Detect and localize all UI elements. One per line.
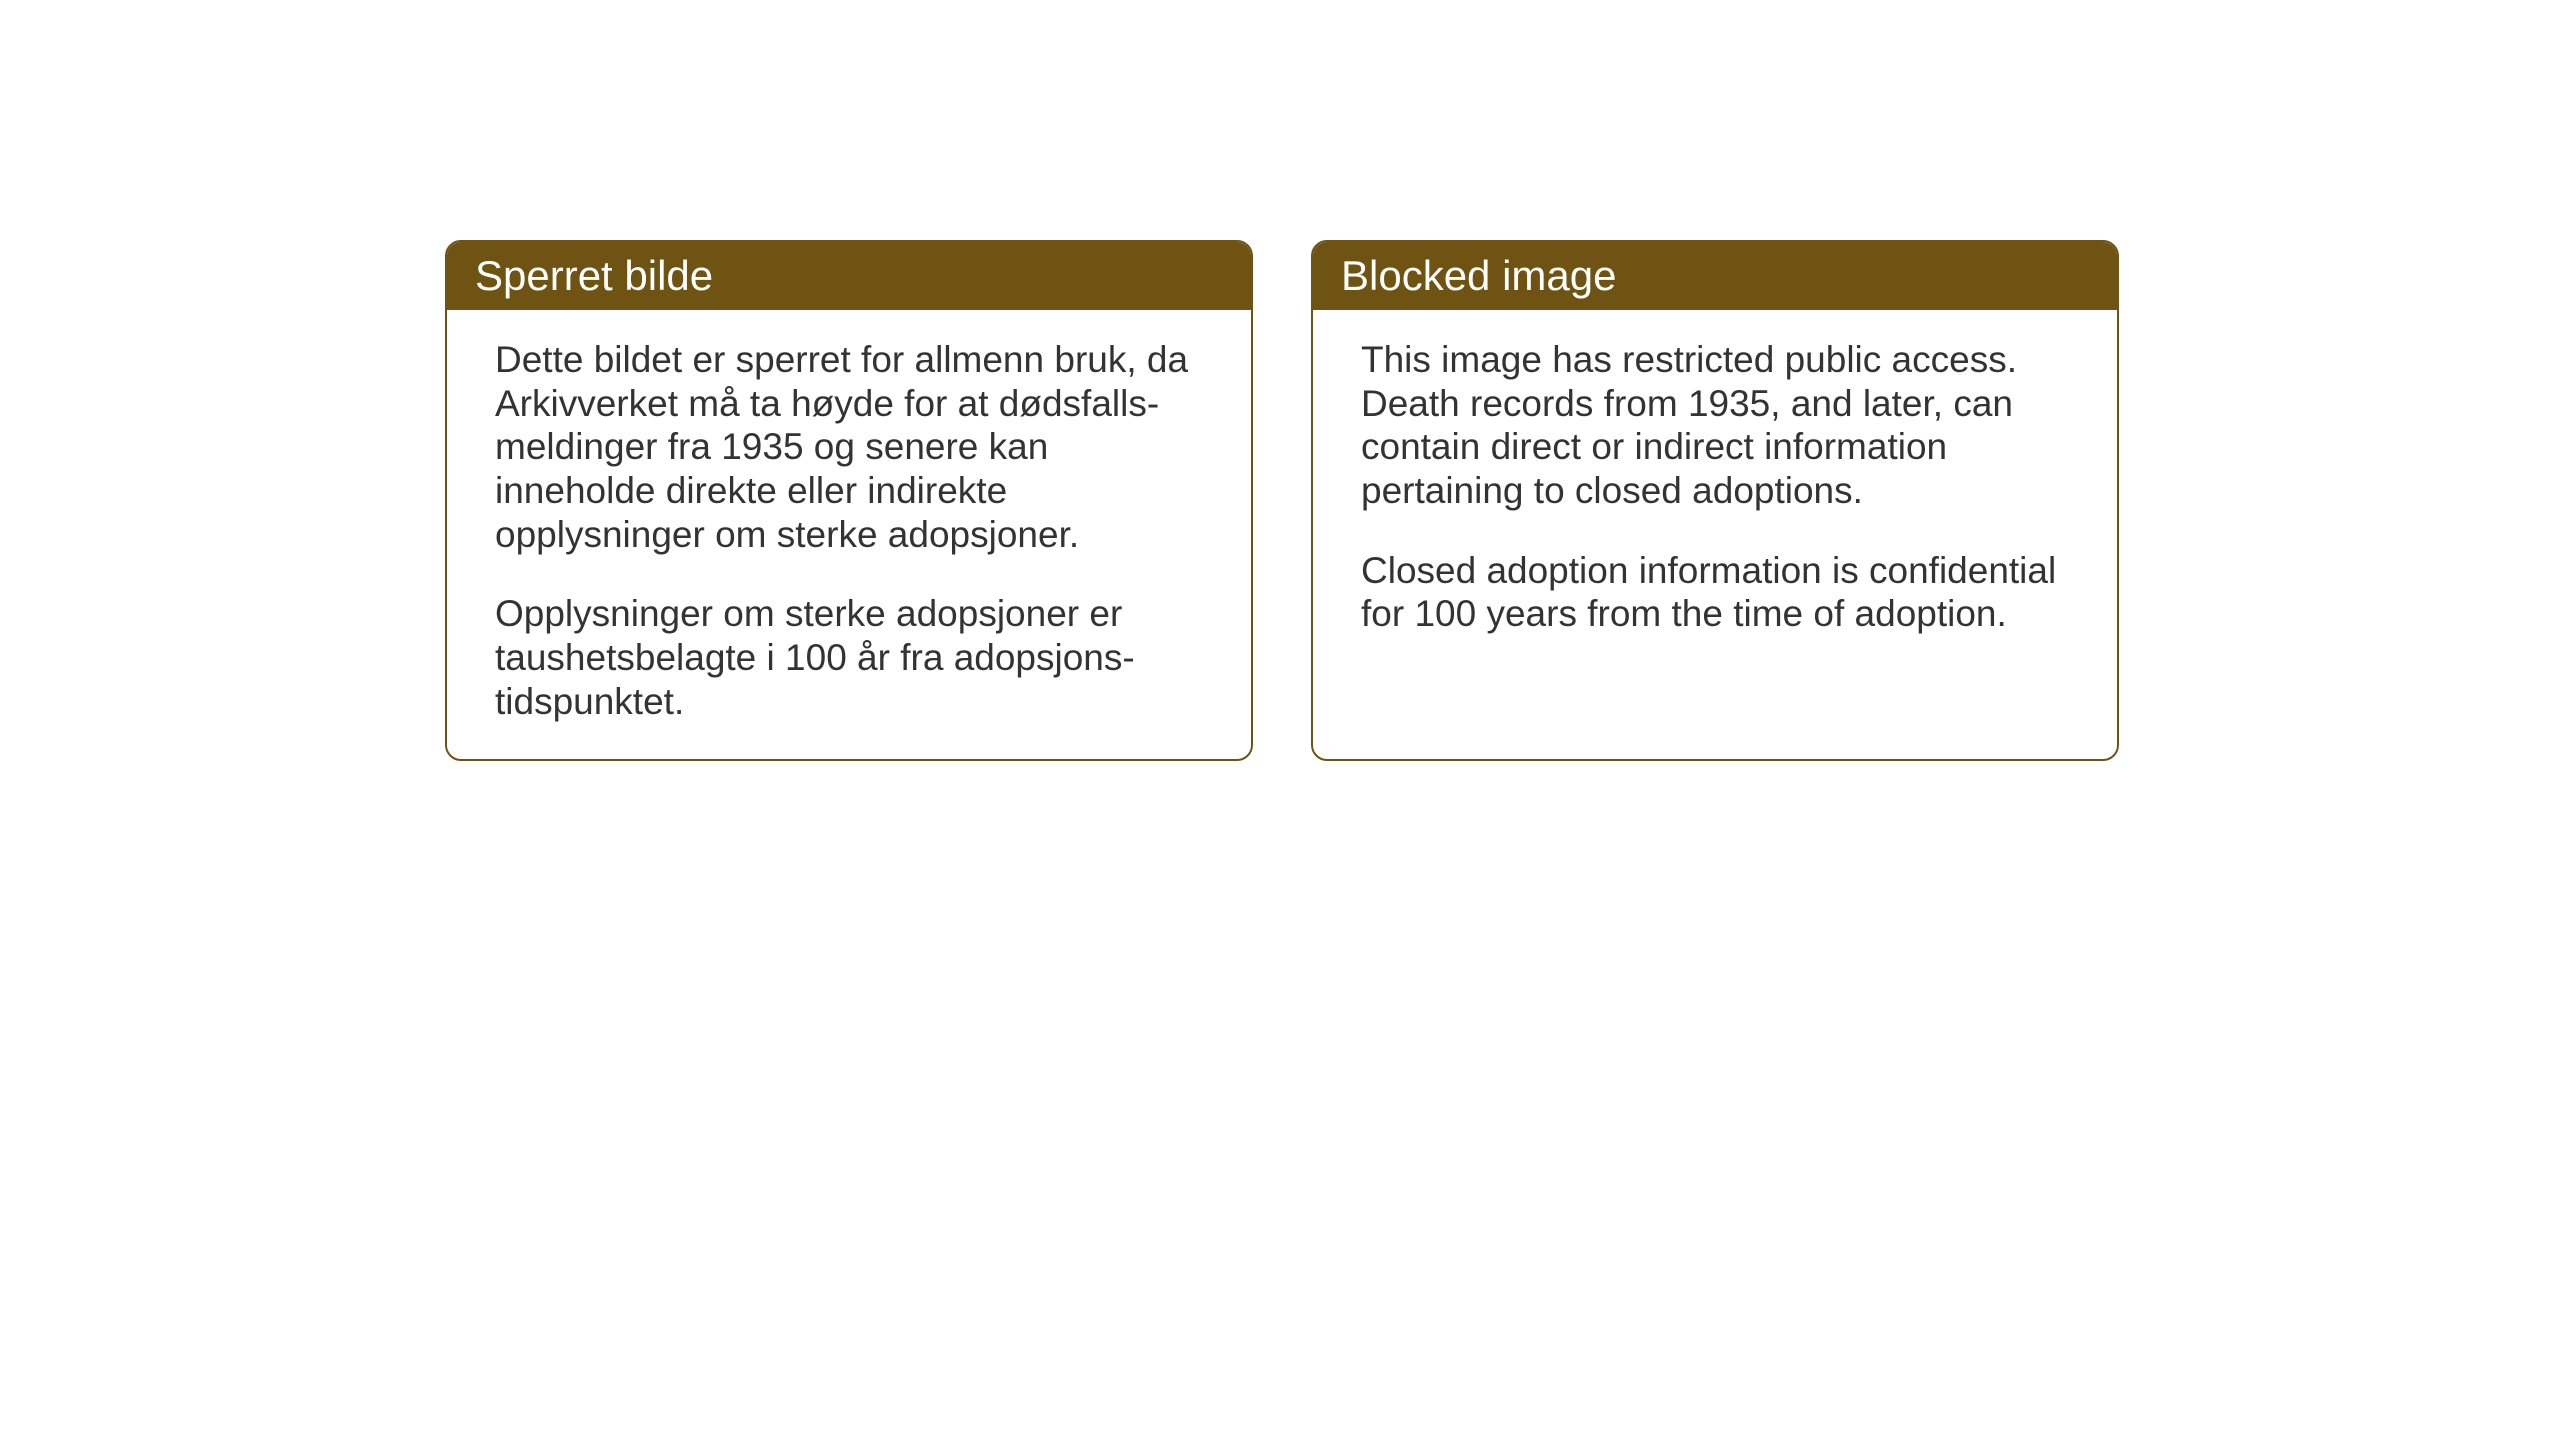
card-body-norwegian: Dette bildet er sperret for allmenn bruk… <box>447 310 1251 759</box>
card-paragraph-2-norwegian: Opplysninger om sterke adopsjoner er tau… <box>495 592 1203 723</box>
card-paragraph-1-english: This image has restricted public access.… <box>1361 338 2069 513</box>
card-body-english: This image has restricted public access.… <box>1313 310 2117 750</box>
card-title-english: Blocked image <box>1341 252 1616 299</box>
card-title-norwegian: Sperret bilde <box>475 252 713 299</box>
card-header-norwegian: Sperret bilde <box>447 242 1251 310</box>
card-paragraph-2-english: Closed adoption information is confident… <box>1361 549 2069 636</box>
notice-card-norwegian: Sperret bilde Dette bildet er sperret fo… <box>445 240 1253 761</box>
notice-card-english: Blocked image This image has restricted … <box>1311 240 2119 761</box>
card-header-english: Blocked image <box>1313 242 2117 310</box>
card-paragraph-1-norwegian: Dette bildet er sperret for allmenn bruk… <box>495 338 1203 556</box>
notice-container: Sperret bilde Dette bildet er sperret fo… <box>445 240 2119 761</box>
